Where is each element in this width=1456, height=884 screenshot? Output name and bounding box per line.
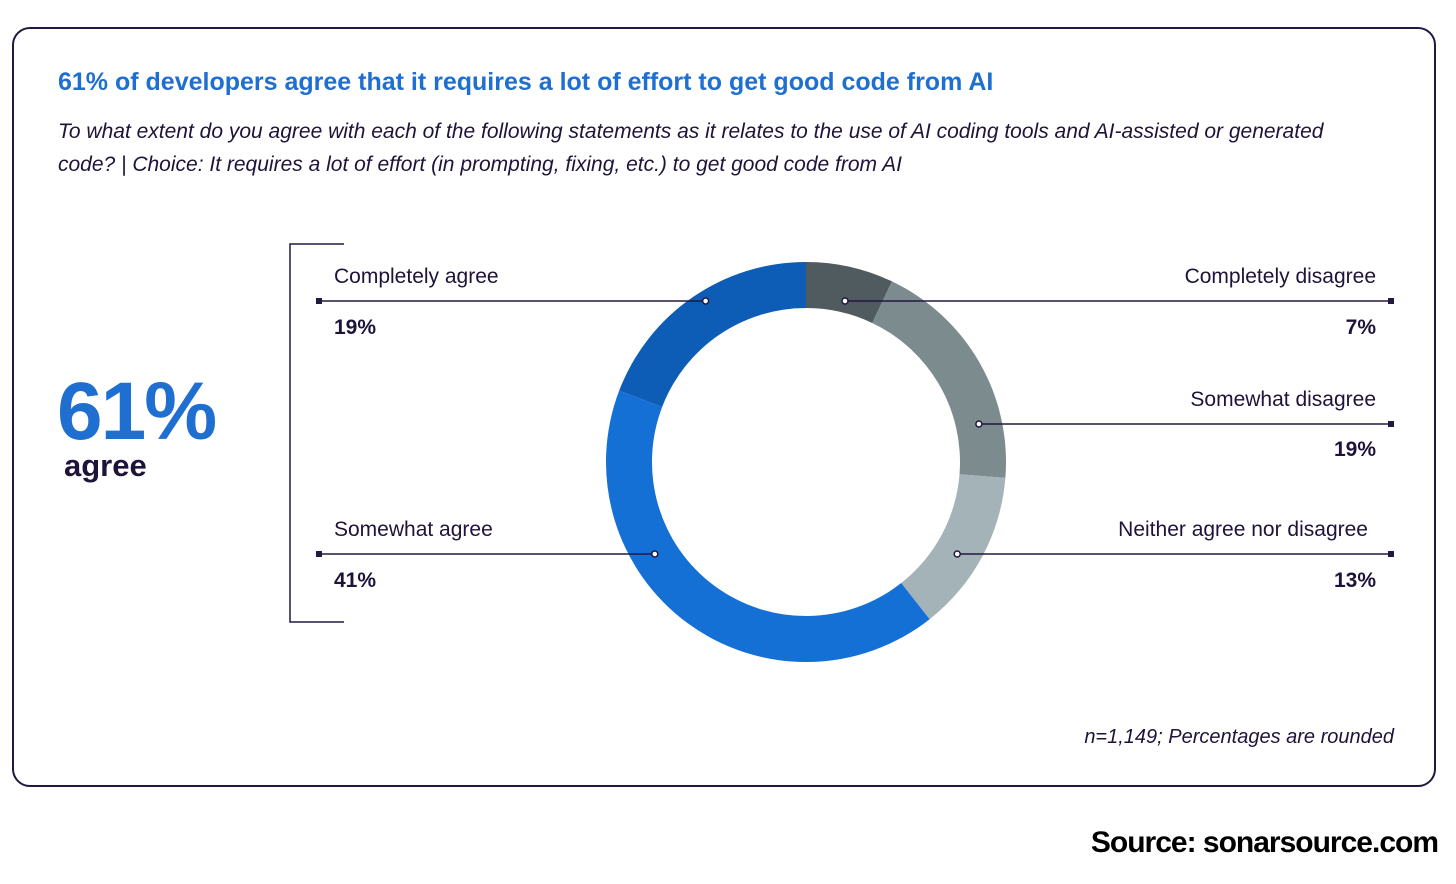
chart-title: 61% of developers agree that it requires… <box>58 68 994 96</box>
leader-completely-agree-end <box>316 298 322 304</box>
leader-completely-agree-dot <box>701 297 710 305</box>
value-completely-agree: 19% <box>334 316 377 339</box>
label-neither: Neither agree nor disagree <box>1118 518 1368 541</box>
leader-somewhat-disagree-dot <box>975 420 983 428</box>
slice-somewhat-disagree <box>872 281 1006 478</box>
chart-card <box>12 27 1436 787</box>
leader-neither-dot <box>953 550 961 558</box>
leader-somewhat-disagree-end <box>1388 421 1394 427</box>
value-neither: 13% <box>1333 569 1376 592</box>
slice-somewhat-agree <box>606 390 930 662</box>
highlight-label: agree <box>64 448 147 483</box>
source-credit: Source: sonarsource.com <box>1090 826 1439 859</box>
label-completely-disagree: Completely disagree <box>1184 265 1376 288</box>
leader-somewhat-agree-dot <box>651 550 659 558</box>
slice-completely-disagree <box>806 262 892 323</box>
agree-bracket <box>289 243 344 623</box>
chart-subtitle: To what extent do you agree with each of… <box>58 120 1324 176</box>
sample-note: n=1,149; Percentages are rounded <box>1084 726 1394 748</box>
slice-completely-agree <box>619 262 806 408</box>
value-completely-disagree: 7% <box>1345 316 1376 339</box>
label-somewhat-disagree: Somewhat disagree <box>1190 388 1376 411</box>
leader-neither-end <box>1388 551 1394 557</box>
slice-neither <box>901 474 1006 620</box>
leader-completely-disagree-end <box>1388 298 1394 304</box>
leader-completely-disagree-dot <box>841 297 849 305</box>
value-somewhat-agree: 41% <box>334 569 377 592</box>
leader-somewhat-agree-end <box>316 551 322 557</box>
label-completely-agree: Completely agree <box>334 265 499 288</box>
label-somewhat-agree: Somewhat agree <box>334 518 493 541</box>
value-somewhat-disagree: 19% <box>1333 438 1376 461</box>
highlight-value: 61% <box>57 366 217 457</box>
